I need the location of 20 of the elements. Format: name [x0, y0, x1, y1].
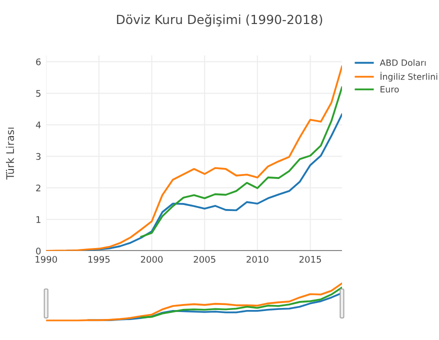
- legend-label: ABD Doları: [380, 59, 426, 66]
- y-tick-label: 6: [36, 58, 41, 66]
- x-tick-label: 1990: [36, 256, 57, 263]
- x-tick-label: 2005: [194, 256, 216, 263]
- x-tick-label: 2000: [140, 256, 163, 263]
- y-tick-label: 3: [36, 153, 41, 160]
- line-series: [46, 66, 342, 251]
- legend-label: Euro: [380, 86, 399, 93]
- chart-title: Döviz Kuru Değişimi (1990-2018): [117, 14, 322, 27]
- y-tick-label: 5: [36, 90, 40, 97]
- y-tick-label: 2: [36, 184, 40, 192]
- y-tick-label: 4: [36, 122, 41, 128]
- y-tick-label: 1: [36, 216, 40, 223]
- x-tick-label: 1995: [88, 256, 110, 263]
- x-tick-label: 2010: [246, 256, 268, 263]
- y-axis-title: Türk Lirası: [6, 128, 14, 180]
- x-tick-label: 2015: [299, 256, 321, 263]
- legend-label: İngiliz Sterlini: [380, 72, 438, 82]
- y-tick-label: 0: [36, 248, 41, 254]
- line-series: [140, 86, 342, 238]
